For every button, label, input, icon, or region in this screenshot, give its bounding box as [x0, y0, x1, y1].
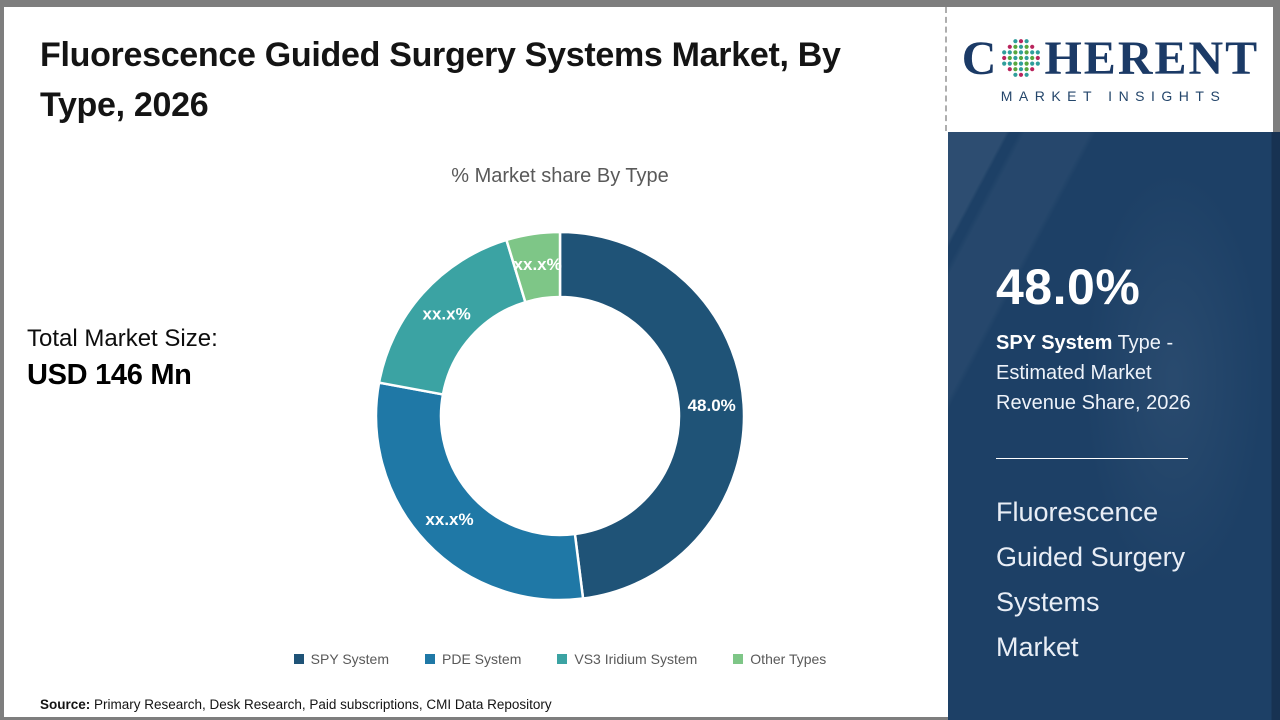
- frame-top: [0, 0, 1280, 7]
- panel-description: SPY System Type - Estimated Market Reven…: [996, 328, 1191, 418]
- legend-swatch-icon: [733, 654, 744, 664]
- legend-item: Other Types: [733, 651, 826, 667]
- main-content-area: Fluorescence Guided Surgery Systems Mark…: [4, 7, 948, 717]
- source-text: Primary Research, Desk Research, Paid su…: [90, 697, 552, 712]
- legend-item: VS3 Iridium System: [557, 651, 697, 667]
- donut-label-0: 48.0%: [688, 396, 736, 415]
- legend-item: SPY System: [293, 651, 389, 667]
- brand-logo: C HERENT MARKET INSIGHTS: [948, 7, 1273, 132]
- legend-swatch-icon: [557, 654, 568, 664]
- donut-label-3: xx.x%: [514, 255, 562, 274]
- side-panel: 48.0% SPY System Type - Estimated Market…: [948, 132, 1280, 720]
- legend-label: PDE System: [442, 651, 522, 667]
- donut-label-1: xx.x%: [425, 510, 473, 529]
- dashed-divider: [945, 7, 947, 131]
- donut-label-2: xx.x%: [423, 304, 471, 323]
- legend-label: SPY System: [310, 651, 389, 667]
- source-label: Source:: [40, 697, 91, 712]
- chart-subtitle: % Market share By Type: [451, 165, 669, 187]
- panel-desc-line3: Revenue Share, 2026: [996, 392, 1191, 414]
- legend-swatch-icon: [425, 654, 435, 664]
- page-title: Fluorescence Guided Surgery Systems Mark…: [40, 30, 940, 130]
- brand-tagline: MARKET INSIGHTS: [1000, 88, 1227, 104]
- page-title-line2: Type, 2026: [40, 86, 209, 124]
- legend-label: Other Types: [750, 651, 827, 667]
- panel-market-name: Fluorescence Guided Surgery Systems Mark…: [996, 497, 1186, 662]
- panel-desc-bold: SPY System: [996, 332, 1113, 354]
- donut-chart-container: 48.0% xx.x% xx.x% xx.x%: [360, 216, 760, 616]
- donut-segment-3: [505, 230, 562, 304]
- brand-letter-c: C: [961, 32, 999, 85]
- panel-desc-rest: Type -: [1112, 332, 1174, 354]
- total-market-size-block: Total Market Size: USD 146 Mn: [27, 325, 218, 392]
- legend-swatch-icon: [293, 654, 304, 664]
- frame-left: [0, 0, 4, 720]
- legend-label: VS3 Iridium System: [574, 651, 698, 667]
- coherent-logo-globe-icon: [1002, 39, 1041, 77]
- donut-segment-1: [374, 381, 585, 602]
- panel-headline-value: 48.0%: [996, 259, 1141, 315]
- total-market-size-label: Total Market Size:: [27, 325, 218, 352]
- chart-legend: SPY System PDE System VS3 Iridium System…: [160, 651, 960, 667]
- brand-letters-herent: HERENT: [1044, 32, 1260, 85]
- legend-item: PDE System: [425, 651, 521, 667]
- panel-desc-line2: Estimated Market: [996, 362, 1152, 384]
- donut-chart: 48.0% xx.x% xx.x% xx.x%: [374, 230, 746, 602]
- brand-wordmark: C HERENT: [962, 35, 1259, 83]
- donut-segment-0: [558, 230, 746, 600]
- frame-right: [1273, 0, 1280, 132]
- source-line: Source: Primary Research, Desk Research,…: [40, 697, 552, 712]
- total-market-size-value: USD 146 Mn: [27, 359, 192, 391]
- panel-divider: [996, 458, 1188, 459]
- page-title-line1: Fluorescence Guided Surgery Systems Mark…: [40, 36, 841, 74]
